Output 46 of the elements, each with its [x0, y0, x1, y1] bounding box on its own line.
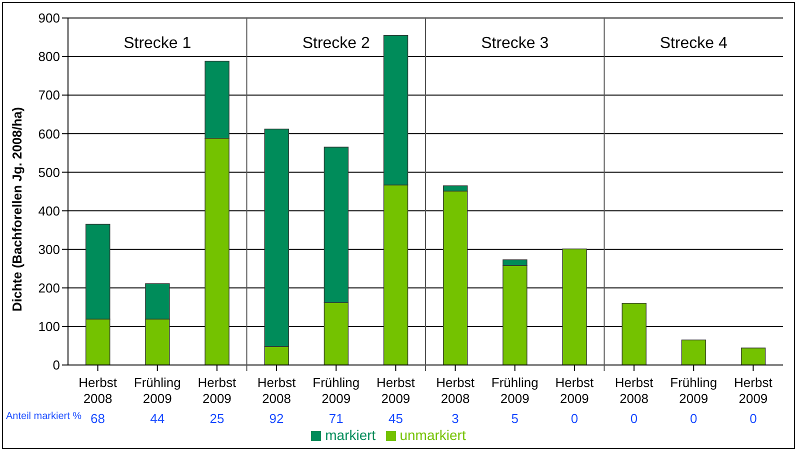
- y-tick-label: 400: [38, 203, 60, 218]
- annotation: Strecke 1: [124, 35, 192, 52]
- annotation: Strecke 4: [660, 35, 728, 52]
- bar: [740, 348, 766, 365]
- text: 0: [750, 411, 757, 426]
- text: 92: [269, 411, 284, 426]
- x-tick-label: Herbst 2008: [614, 375, 654, 406]
- x-tick-label: Herbst 2009: [734, 375, 773, 406]
- x-tick-label: Frühling 2009: [312, 375, 360, 406]
- y-tick-label: 0: [52, 358, 60, 373]
- legend-label: markiert: [325, 427, 376, 443]
- text: 25: [210, 411, 224, 426]
- y-axis-title: Dichte (Bachforellen Jg. 2008/ha): [10, 107, 25, 312]
- text: 68: [90, 411, 106, 426]
- text: 5: [511, 411, 518, 426]
- y-tick-label: 500: [38, 164, 60, 180]
- y-tick-label: 700: [38, 88, 60, 103]
- text: 3: [452, 411, 459, 426]
- bar: [622, 302, 646, 365]
- x-tick-label: Herbst 2008: [436, 375, 475, 406]
- x-tick-label: Herbst 2008: [257, 375, 296, 406]
- text: Anteil markiert %: [6, 411, 82, 422]
- x-tick-label: Herbst 2009: [555, 375, 594, 406]
- text: 71: [328, 411, 344, 426]
- y-tick-label: 300: [38, 242, 60, 257]
- x-tick-label: Herbst 2008: [78, 375, 118, 406]
- legend-label: unmarkiert: [400, 427, 466, 443]
- x-tick-label: Frühling 2009: [491, 375, 538, 406]
- annotation: Strecke 2: [302, 35, 370, 52]
- y-tick-label: 600: [38, 126, 60, 142]
- y-tick-label: 100: [38, 319, 60, 334]
- x-tick-label: Frühling 2009: [134, 375, 181, 406]
- y-tick-label: 800: [38, 49, 60, 64]
- text: 0: [630, 411, 638, 426]
- y-tick-label: 200: [38, 280, 60, 296]
- text: 45: [388, 411, 403, 426]
- bar: [562, 248, 587, 365]
- y-tick-label: 900: [38, 10, 60, 26]
- text: 44: [150, 411, 165, 426]
- annotation: Strecke 3: [481, 35, 549, 52]
- x-tick-label: Frühling 2009: [670, 375, 718, 406]
- x-tick-label: Herbst 2009: [376, 375, 416, 406]
- text: 0: [570, 411, 578, 426]
- x-tick-label: Herbst 2009: [198, 375, 236, 406]
- text: 0: [690, 411, 698, 426]
- bar: [681, 340, 706, 365]
